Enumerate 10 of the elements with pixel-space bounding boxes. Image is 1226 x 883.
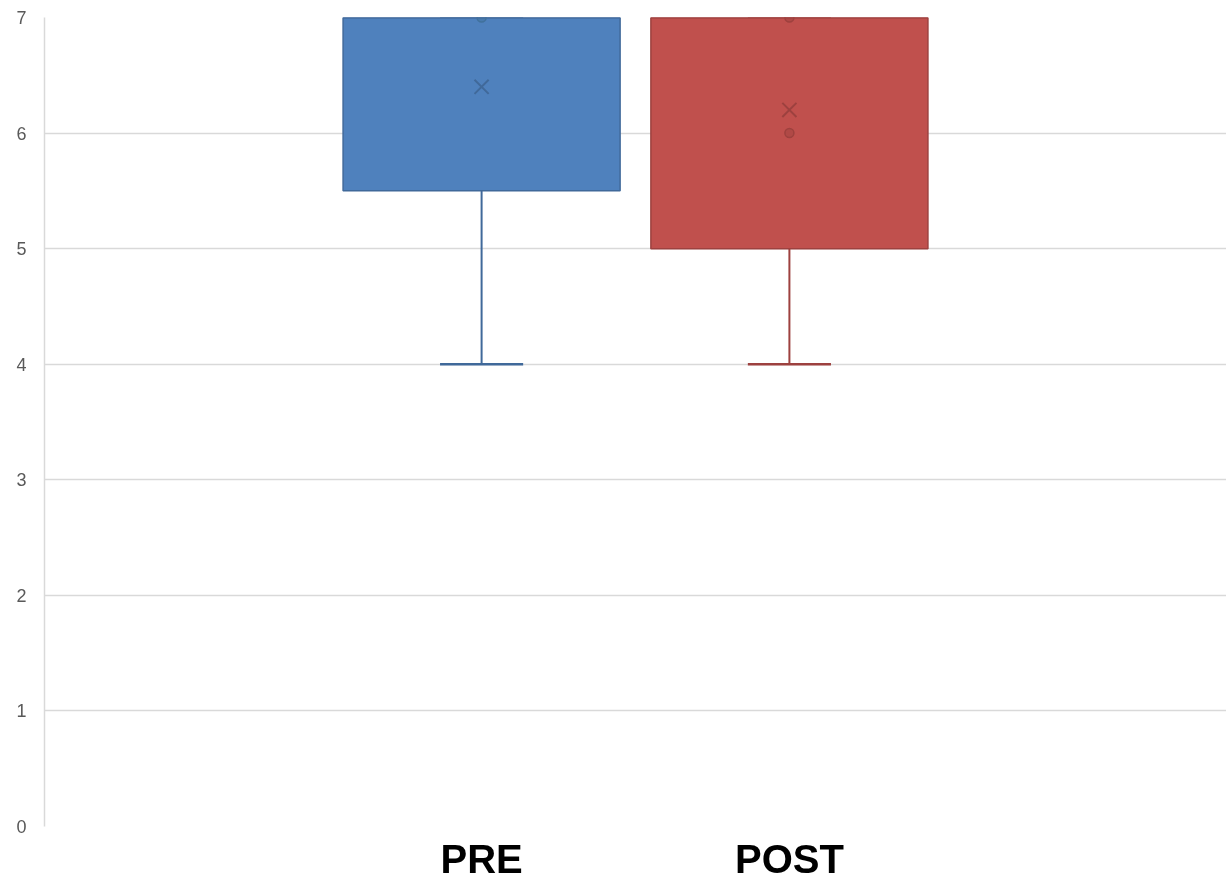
y-tick-label: 6: [16, 123, 27, 144]
y-tick-label: 2: [16, 585, 27, 606]
x-tick-label: POST: [734, 836, 844, 881]
y-tick-label: 0: [16, 817, 27, 837]
y-tick-label: 5: [16, 239, 27, 260]
y-tick-label: 7: [16, 8, 27, 28]
y-tick-label: 4: [16, 354, 27, 375]
y-tick-label: 1: [16, 701, 27, 722]
y-tick-label: 3: [16, 470, 27, 491]
x-tick-label: PRE: [440, 836, 523, 881]
